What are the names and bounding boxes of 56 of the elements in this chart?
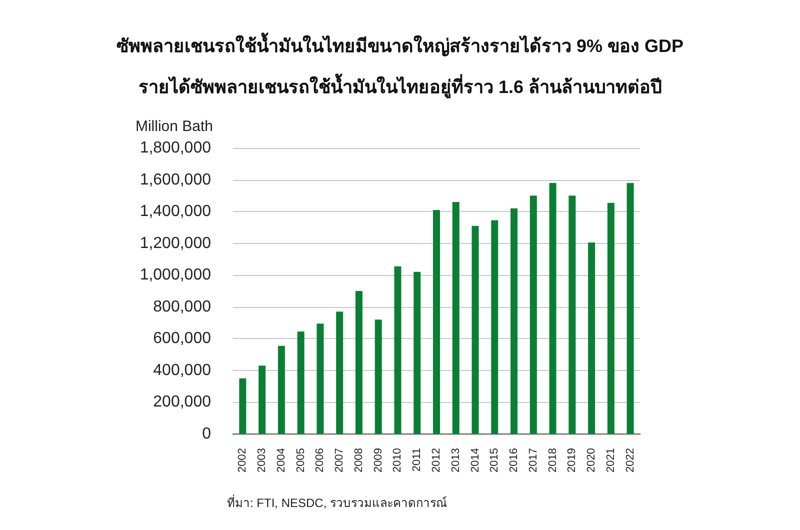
- bar: [530, 196, 537, 434]
- x-tick-label: 2003: [256, 448, 268, 472]
- bar: [414, 272, 421, 434]
- x-tick-label: 2012: [430, 448, 442, 472]
- x-tick-label: 2007: [334, 448, 346, 472]
- x-tick-label: 2005: [294, 448, 307, 472]
- x-tick-label: 2008: [352, 448, 365, 472]
- bar: [433, 210, 440, 434]
- x-tick-label: 2006: [314, 448, 326, 472]
- bar: [510, 208, 518, 434]
- bar: [316, 324, 324, 434]
- text: ที่มา: FTI, NESDC, รวบรวมและคาดการณ์: [227, 494, 448, 510]
- x-tick-label: 2020: [586, 448, 598, 472]
- bar: [549, 182, 556, 434]
- x-tick-label: 2017: [527, 448, 540, 472]
- bar: [472, 226, 479, 434]
- x-tick-label: 2019: [566, 448, 578, 472]
- bar: [374, 320, 382, 434]
- x-tick-label: 2009: [372, 448, 384, 472]
- y-tick-label: 400,000: [153, 362, 212, 379]
- y-tick-label: 0: [202, 426, 212, 442]
- x-tick-label: 2016: [508, 448, 520, 472]
- y-tick-label: 1,600,000: [140, 171, 212, 188]
- x-tick-label: 2022: [624, 448, 636, 472]
- y-tick-label: 200,000: [153, 394, 212, 411]
- x-tick-label: 2011: [411, 448, 424, 472]
- y-tick-label: 800,000: [153, 298, 212, 316]
- bar: [607, 202, 614, 434]
- bar: [452, 202, 460, 434]
- x-tick-label: 2015: [488, 448, 501, 472]
- bar: [297, 332, 304, 434]
- x-tick-label: 2004: [275, 448, 288, 472]
- chart-subtitle: รายได้ซัพพลายเชนรถใช้น้ำมันในไทยอยู่ที่ราว 1.6 ล้านล้านบาทต่อปี: [138, 73, 662, 99]
- bar: [258, 366, 266, 434]
- bar: [588, 242, 596, 434]
- bar: [355, 291, 362, 434]
- x-tick-label: 2021: [604, 448, 617, 472]
- bar: [239, 378, 246, 434]
- bar: [626, 182, 634, 434]
- y-tick-label: 600,000: [153, 330, 212, 348]
- x-tick-label: 2018: [546, 448, 559, 472]
- x-tick-label: 2010: [392, 448, 404, 472]
- chart-title: ซัพพลายเชนรถใช้น้ำมันในไทยมีขนาดใหญ่สร้างรายได้ราว 9% ของ GDP: [116, 32, 684, 57]
- y-tick-label: 1,800,000: [140, 140, 212, 156]
- y-axis-title: Million Bath: [135, 118, 213, 135]
- bar: [336, 312, 344, 434]
- x-tick-label: 2013: [450, 448, 462, 472]
- y-tick-label: 1,000,000: [140, 266, 212, 284]
- y-tick-label: 1,400,000: [140, 203, 212, 220]
- x-tick-label: 2014: [469, 448, 482, 472]
- bar: [278, 346, 285, 434]
- y-tick-label: 1,200,000: [140, 234, 212, 252]
- bar: [394, 266, 402, 434]
- bar: [568, 196, 576, 434]
- bar: [491, 220, 498, 434]
- x-tick-label: 2002: [236, 448, 249, 472]
